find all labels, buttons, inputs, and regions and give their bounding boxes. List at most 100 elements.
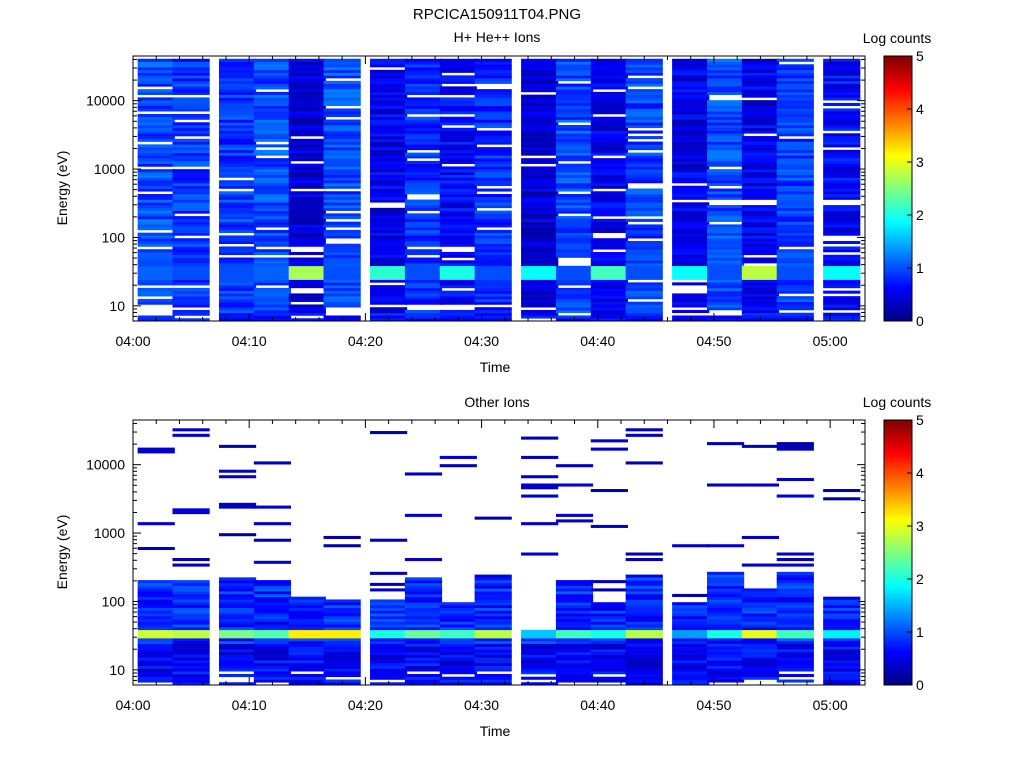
heatmap-cell <box>555 254 594 258</box>
heatmap-cell <box>137 205 175 209</box>
heatmap-cell <box>741 163 780 167</box>
heatmap-cell <box>253 613 292 617</box>
heatmap-cell <box>590 69 628 73</box>
colorbar-segment <box>884 623 912 626</box>
colorbar-segment <box>884 274 912 278</box>
heatmap-cell <box>706 621 745 625</box>
heatmap-cell <box>323 191 361 195</box>
heatmap-cell <box>172 130 210 134</box>
heatmap-cell <box>218 102 257 106</box>
heatmap-cell <box>323 136 361 140</box>
heatmap-cell <box>323 635 361 639</box>
heatmap-cell <box>218 307 257 311</box>
heatmap-cell <box>172 665 210 669</box>
heatmap-cell <box>137 83 175 87</box>
colorbar-segment <box>884 488 912 492</box>
heatmap-cell <box>288 147 326 151</box>
heatmap-cell <box>590 94 628 98</box>
heatmap-cell <box>218 155 257 159</box>
colorbar-segment <box>884 190 912 194</box>
heatmap-cell <box>253 108 292 112</box>
heatmap-cell <box>439 180 477 184</box>
heatmap-cell <box>218 296 257 300</box>
heatmap-cell <box>218 318 257 322</box>
heatmap-cell <box>776 125 814 129</box>
heatmap-cell <box>776 571 814 575</box>
heatmap-cell <box>672 240 710 245</box>
heatmap-cell <box>370 265 408 269</box>
heatmap-cell <box>323 61 361 65</box>
heatmap-cell <box>218 646 257 650</box>
heatmap-cell <box>253 580 292 584</box>
heatmap-cell <box>137 640 175 644</box>
heatmap-cell <box>404 668 443 672</box>
heatmap-cell <box>218 593 257 597</box>
heatmap-cell <box>137 227 175 231</box>
heatmap-cell <box>172 593 210 597</box>
heatmap-cell <box>741 194 780 198</box>
heatmap-cell <box>323 604 361 609</box>
heatmap-cell <box>706 147 745 151</box>
heatmap-cell <box>218 94 257 98</box>
heatmap-cell <box>741 72 780 76</box>
heatmap-cell <box>474 166 512 170</box>
y-tick-label: 10000 <box>86 93 125 109</box>
heatmap-cell <box>521 108 559 112</box>
heatmap-cell <box>741 271 780 275</box>
heatmap-cell <box>218 149 257 153</box>
colorbar-segment <box>884 550 912 553</box>
heatmap-cell <box>404 615 443 620</box>
heatmap-cell <box>172 268 210 272</box>
heatmap-cell <box>625 235 663 239</box>
heatmap-cell <box>370 257 408 261</box>
heatmap-cell <box>776 89 814 93</box>
heatmap-cell <box>288 285 326 289</box>
heatmap-cell <box>590 662 628 666</box>
heatmap-cell <box>590 312 628 316</box>
heatmap-cell <box>521 113 559 118</box>
heatmap-cell <box>137 613 175 617</box>
heatmap-cell <box>741 629 780 633</box>
heatmap-cell <box>172 679 210 683</box>
heatmap-cell <box>370 213 408 217</box>
heatmap-cell <box>625 265 663 269</box>
heatmap-cell <box>590 91 628 95</box>
heatmap-cell <box>776 152 814 156</box>
heatmap-cell <box>823 78 861 82</box>
heatmap-cell <box>474 682 512 686</box>
heatmap-cell <box>625 673 663 678</box>
colorbar-segment <box>884 484 912 487</box>
colorbar-segment <box>884 179 912 183</box>
heatmap-cell <box>521 638 559 642</box>
heatmap-cell <box>706 574 745 578</box>
heatmap-cell <box>474 91 512 95</box>
heatmap-cell <box>625 202 663 206</box>
heatmap-cell <box>823 282 861 286</box>
colorbar-segment <box>884 556 912 560</box>
heatmap-cell <box>741 75 780 79</box>
heatmap-cell <box>776 279 814 283</box>
colorbar-segment <box>884 318 912 322</box>
heatmap-cell <box>555 610 594 614</box>
heatmap-cell <box>706 282 745 286</box>
heatmap-cell <box>370 163 408 167</box>
heatmap-cell <box>218 166 257 170</box>
heatmap-cell <box>823 301 861 305</box>
heatmap-cell <box>474 119 512 123</box>
heatmap-cell <box>137 293 175 297</box>
heatmap-cell <box>404 177 443 181</box>
heatmap-cell <box>741 660 780 664</box>
heatmap-cell <box>323 72 361 76</box>
heatmap-cell <box>776 218 814 222</box>
heatmap-cell <box>288 194 326 198</box>
heatmap-cell <box>823 83 861 87</box>
heatmap-cell <box>439 199 477 203</box>
heatmap-cell <box>474 94 512 98</box>
heatmap-cell <box>590 254 628 258</box>
heatmap-cell <box>218 105 257 109</box>
heatmap-cell <box>706 69 745 73</box>
heatmap-cell <box>370 538 408 542</box>
heatmap-cell <box>439 254 477 258</box>
heatmap-cell <box>404 130 443 134</box>
heatmap-cell <box>172 232 210 236</box>
